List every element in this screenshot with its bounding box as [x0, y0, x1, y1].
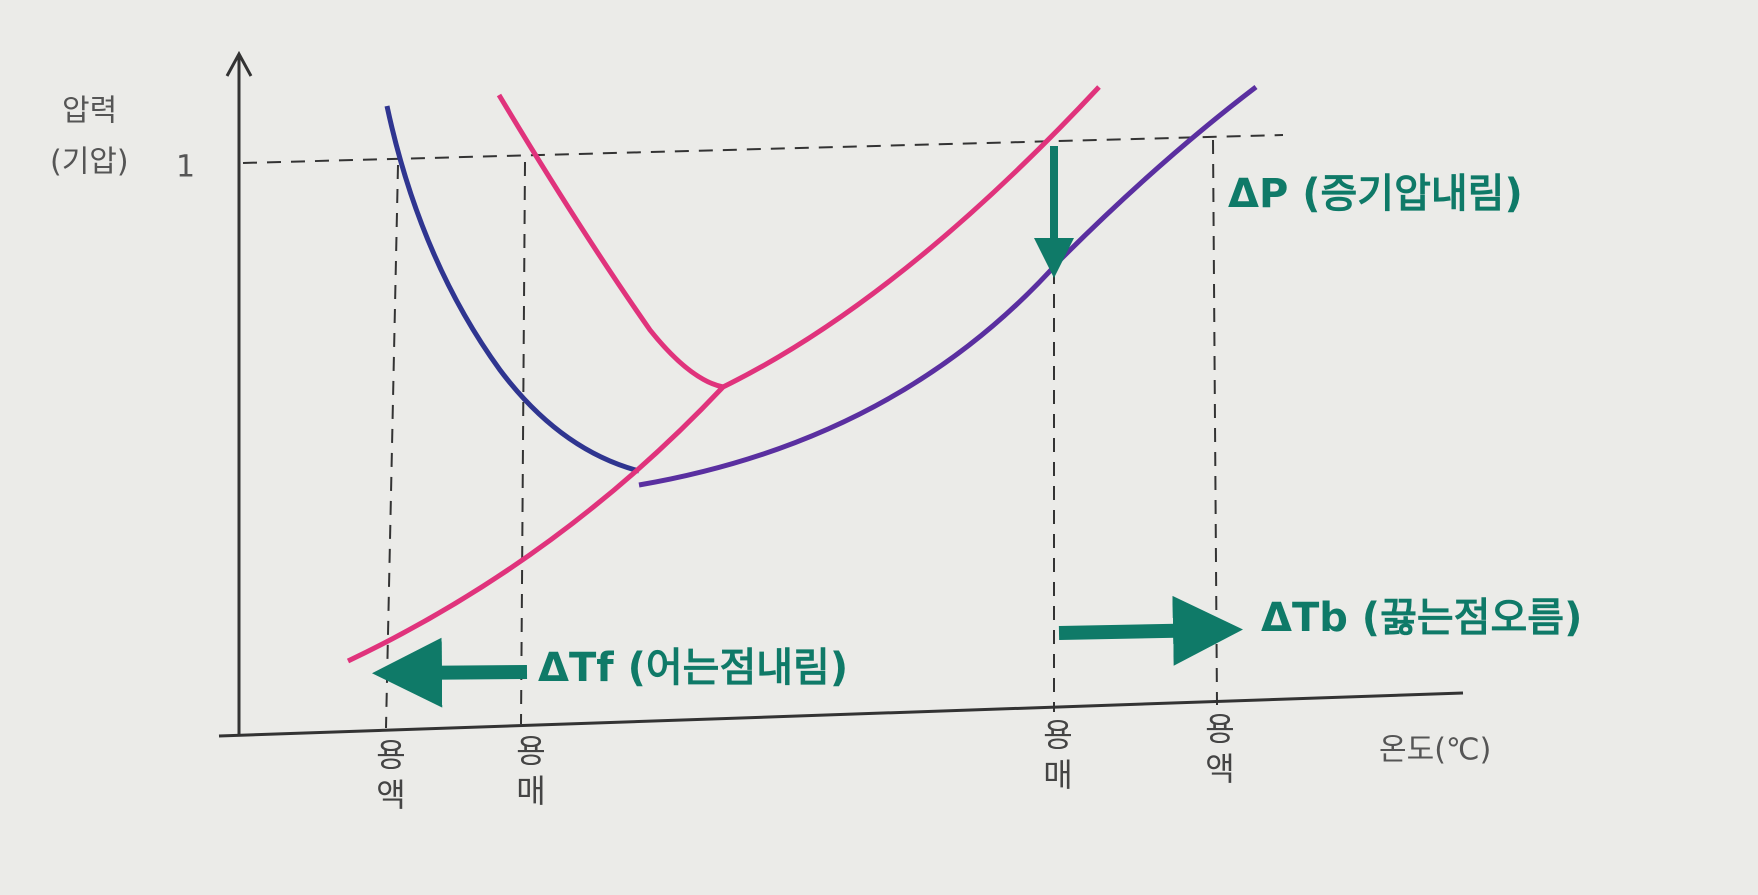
solution-vapor-curve	[638, 85, 1258, 488]
x-mark-label: 용매	[1037, 718, 1075, 798]
guide	[385, 164, 399, 729]
y-tick-label: 1	[176, 150, 195, 185]
solution-freezing-curve	[384, 105, 640, 474]
y-unit: (기압)	[50, 145, 129, 180]
guides	[242, 134, 1284, 729]
guide	[1212, 139, 1218, 706]
x-label: 온도(℃)	[1379, 733, 1491, 768]
delta-tf-arrow	[372, 637, 528, 708]
delta-tf-label: ΔTf (어는점내림)	[538, 645, 848, 691]
solvent-freezing-curve	[496, 93, 724, 390]
solvent-vapor-curve	[346, 85, 1101, 664]
delta-tb-label: ΔTb (끓는점오름)	[1261, 595, 1582, 641]
y-label: 압력	[62, 94, 117, 129]
y-arrow	[225, 50, 253, 77]
pressure-1-line	[242, 134, 1284, 164]
delta-p-label: ΔP (증기압내림)	[1228, 171, 1523, 217]
x-axis	[218, 691, 1464, 738]
x-mark-label: 용액	[1199, 712, 1237, 792]
delta-tb-arrow	[1058, 595, 1243, 666]
x-mark-label: 용매	[510, 734, 548, 814]
x-mark-label: 용액	[370, 738, 408, 818]
guide	[520, 161, 526, 725]
